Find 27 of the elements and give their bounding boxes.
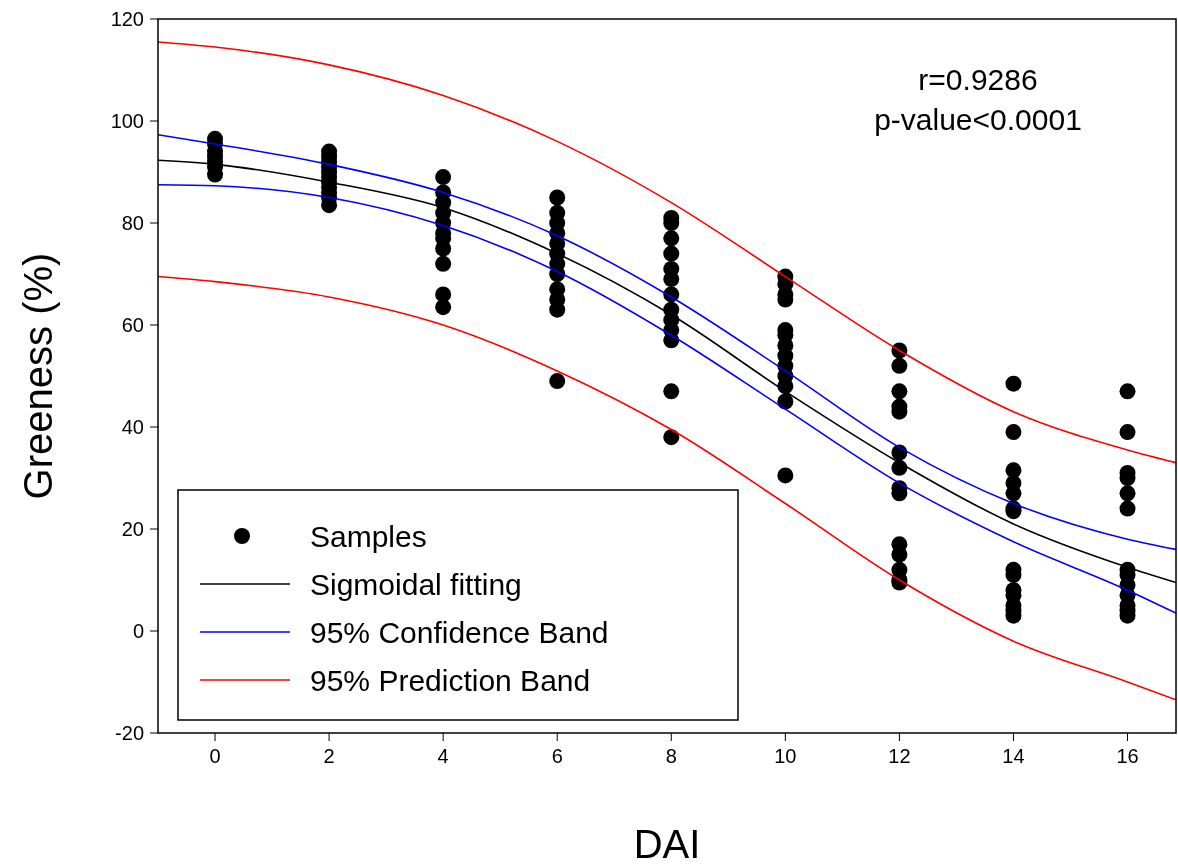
y-tick-label: 0 <box>132 620 144 642</box>
y-tick-label: -20 <box>115 722 144 744</box>
x-axis-title: DAI <box>633 822 701 866</box>
annotation: r=0.9286 <box>918 63 1038 96</box>
y-tick-label: 20 <box>121 518 144 540</box>
x-tick-label: 16 <box>1116 745 1139 767</box>
y-axis-title: Greeness (%) <box>16 252 60 500</box>
x-tick-label: 10 <box>774 745 797 767</box>
x-tick-label: 14 <box>1002 745 1025 767</box>
x-tick-label: 4 <box>437 745 449 767</box>
y-tick-label: 100 <box>110 110 144 132</box>
line-series <box>158 275 1176 701</box>
y-tick-label: 60 <box>121 314 144 336</box>
legend-label: 95% Prediction Band <box>310 663 591 697</box>
line-series <box>158 41 1176 464</box>
x-tick-label: 8 <box>665 745 677 767</box>
legend-label: Samples <box>310 519 427 553</box>
x-tick-label: 6 <box>551 745 563 767</box>
legend-label: Sigmoidal fitting <box>310 567 522 601</box>
y-tick-label: 120 <box>110 8 144 30</box>
y-tick-label: 40 <box>121 416 144 438</box>
x-tick-label: 12 <box>888 745 911 767</box>
legend-label: 95% Confidence Band <box>310 615 609 649</box>
y-tick-label: 80 <box>121 212 144 234</box>
x-tick-label: 2 <box>323 745 335 767</box>
annotation: p-value<0.0001 <box>874 103 1082 136</box>
x-tick-label: 0 <box>209 745 221 767</box>
